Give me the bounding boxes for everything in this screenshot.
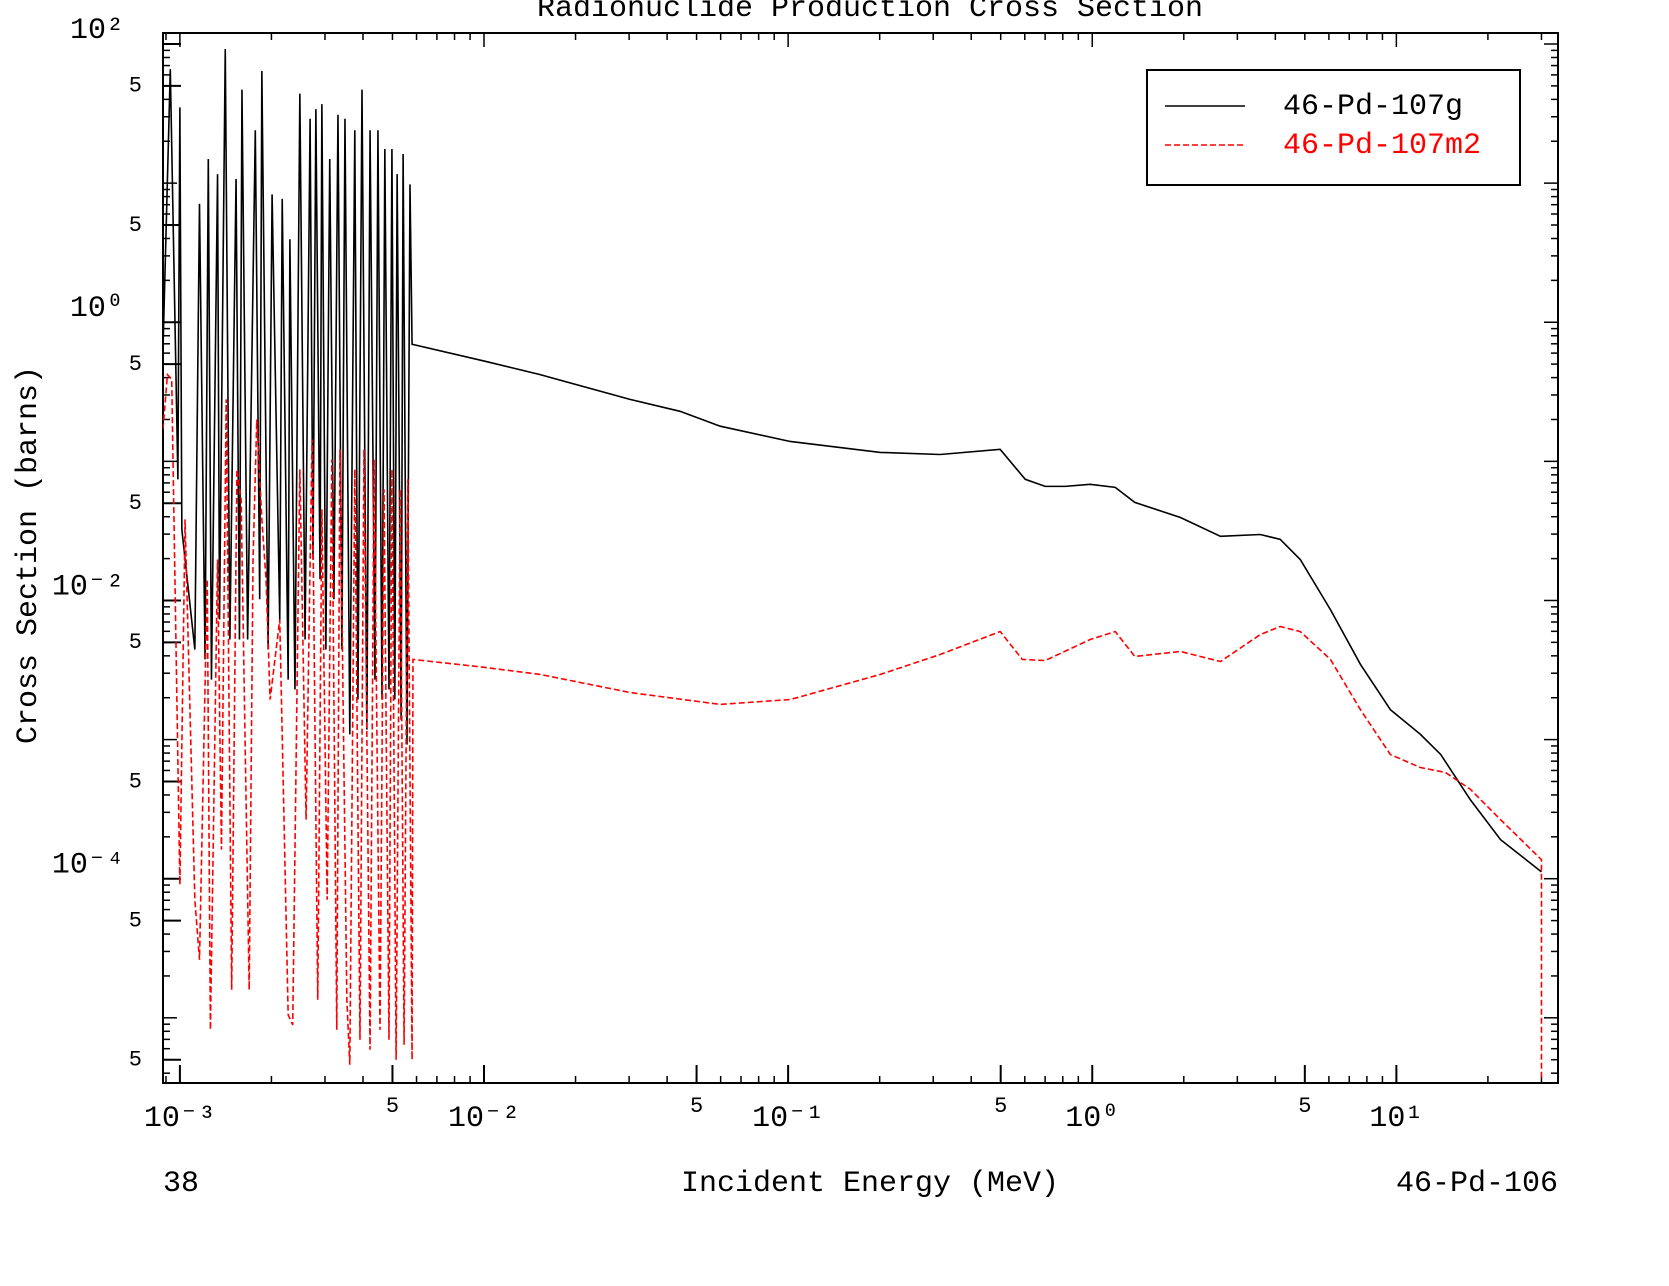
y-tick-label: 5	[129, 352, 142, 377]
x-axis-label: Incident Energy (MeV)	[681, 1167, 1059, 1201]
legend-label: 46-Pd-107g	[1283, 90, 1463, 124]
x-tick-label: 10¹	[1369, 1102, 1423, 1136]
y-tick-label: 5	[129, 74, 142, 99]
y-tick-label: 10⁰	[70, 292, 124, 326]
y-tick-label: 5	[129, 491, 142, 516]
x-tick-label: 5	[386, 1094, 399, 1119]
chart-title: Radionuclide Production Cross Section	[537, 0, 1203, 26]
legend-label: 46-Pd-107m2	[1283, 129, 1481, 163]
x-tick-label: 10⁰	[1065, 1102, 1119, 1136]
y-tick-label: 5	[129, 769, 142, 794]
footer-left: 38	[163, 1167, 199, 1201]
x-tick-label: 5	[1298, 1094, 1311, 1119]
y-tick-label: 10⁻⁴	[52, 849, 124, 883]
x-tick-label: 5	[994, 1094, 1007, 1119]
legend-box	[1146, 69, 1521, 186]
y-tick-label: 5	[129, 630, 142, 655]
x-tick-label: 10⁻²	[448, 1102, 520, 1136]
y-tick-label: 5	[129, 1048, 142, 1073]
series-line	[163, 372, 1543, 1080]
x-tick-label: 5	[690, 1094, 703, 1119]
y-tick-label: 5	[129, 908, 142, 933]
y-axis-label: Cross Section (barns)	[12, 366, 46, 744]
series-line	[163, 49, 1542, 873]
footer-right: 46-Pd-106	[1396, 1167, 1558, 1201]
y-tick-label: 5	[129, 213, 142, 238]
x-tick-label: 10⁻³	[144, 1102, 216, 1136]
y-tick-label: 10²	[70, 14, 124, 48]
plot-frame	[162, 32, 1559, 1084]
x-tick-label: 10⁻¹	[752, 1102, 824, 1136]
y-tick-label: 10⁻²	[52, 570, 124, 604]
